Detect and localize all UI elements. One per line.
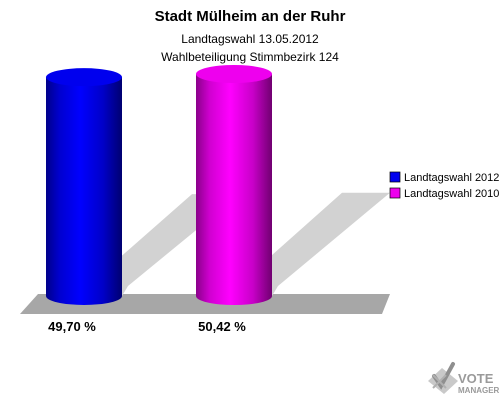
legend-label-landtagswahl-2010: Landtagswahl 2010 bbox=[404, 188, 499, 200]
bar-landtagswahl-2010 bbox=[196, 74, 272, 305]
chart-subtitle-2: Wahlbeteiligung Stimmbezirk 124 bbox=[161, 50, 339, 64]
legend-swatch-landtagswahl-2012 bbox=[389, 171, 401, 183]
legend: Landtagswahl 2012 Landtagswahl 2010 bbox=[389, 171, 499, 200]
vote-manager-logo: VOTE MANAGER bbox=[428, 362, 500, 395]
chart-title: Stadt Mülheim an der Ruhr bbox=[155, 8, 346, 25]
chart-subtitle-1: Landtagswahl 13.05.2012 bbox=[181, 32, 319, 46]
bars-group bbox=[46, 65, 272, 305]
logo-text-manager: MANAGER bbox=[458, 386, 500, 395]
ballot-check-icon bbox=[428, 362, 458, 394]
legend-label-landtagswahl-2012: Landtagswahl 2012 bbox=[404, 172, 499, 184]
bar-landtagswahl-2012 bbox=[46, 77, 122, 305]
value-label-landtagswahl-2012: 49,70 % bbox=[48, 319, 96, 334]
value-label-landtagswahl-2010: 50,42 % bbox=[198, 319, 246, 334]
logo-text-vote: VOTE bbox=[458, 371, 494, 386]
bar-top-landtagswahl-2010 bbox=[196, 65, 272, 83]
bar-top-landtagswahl-2012 bbox=[46, 68, 122, 87]
legend-swatch-landtagswahl-2010 bbox=[389, 187, 401, 199]
